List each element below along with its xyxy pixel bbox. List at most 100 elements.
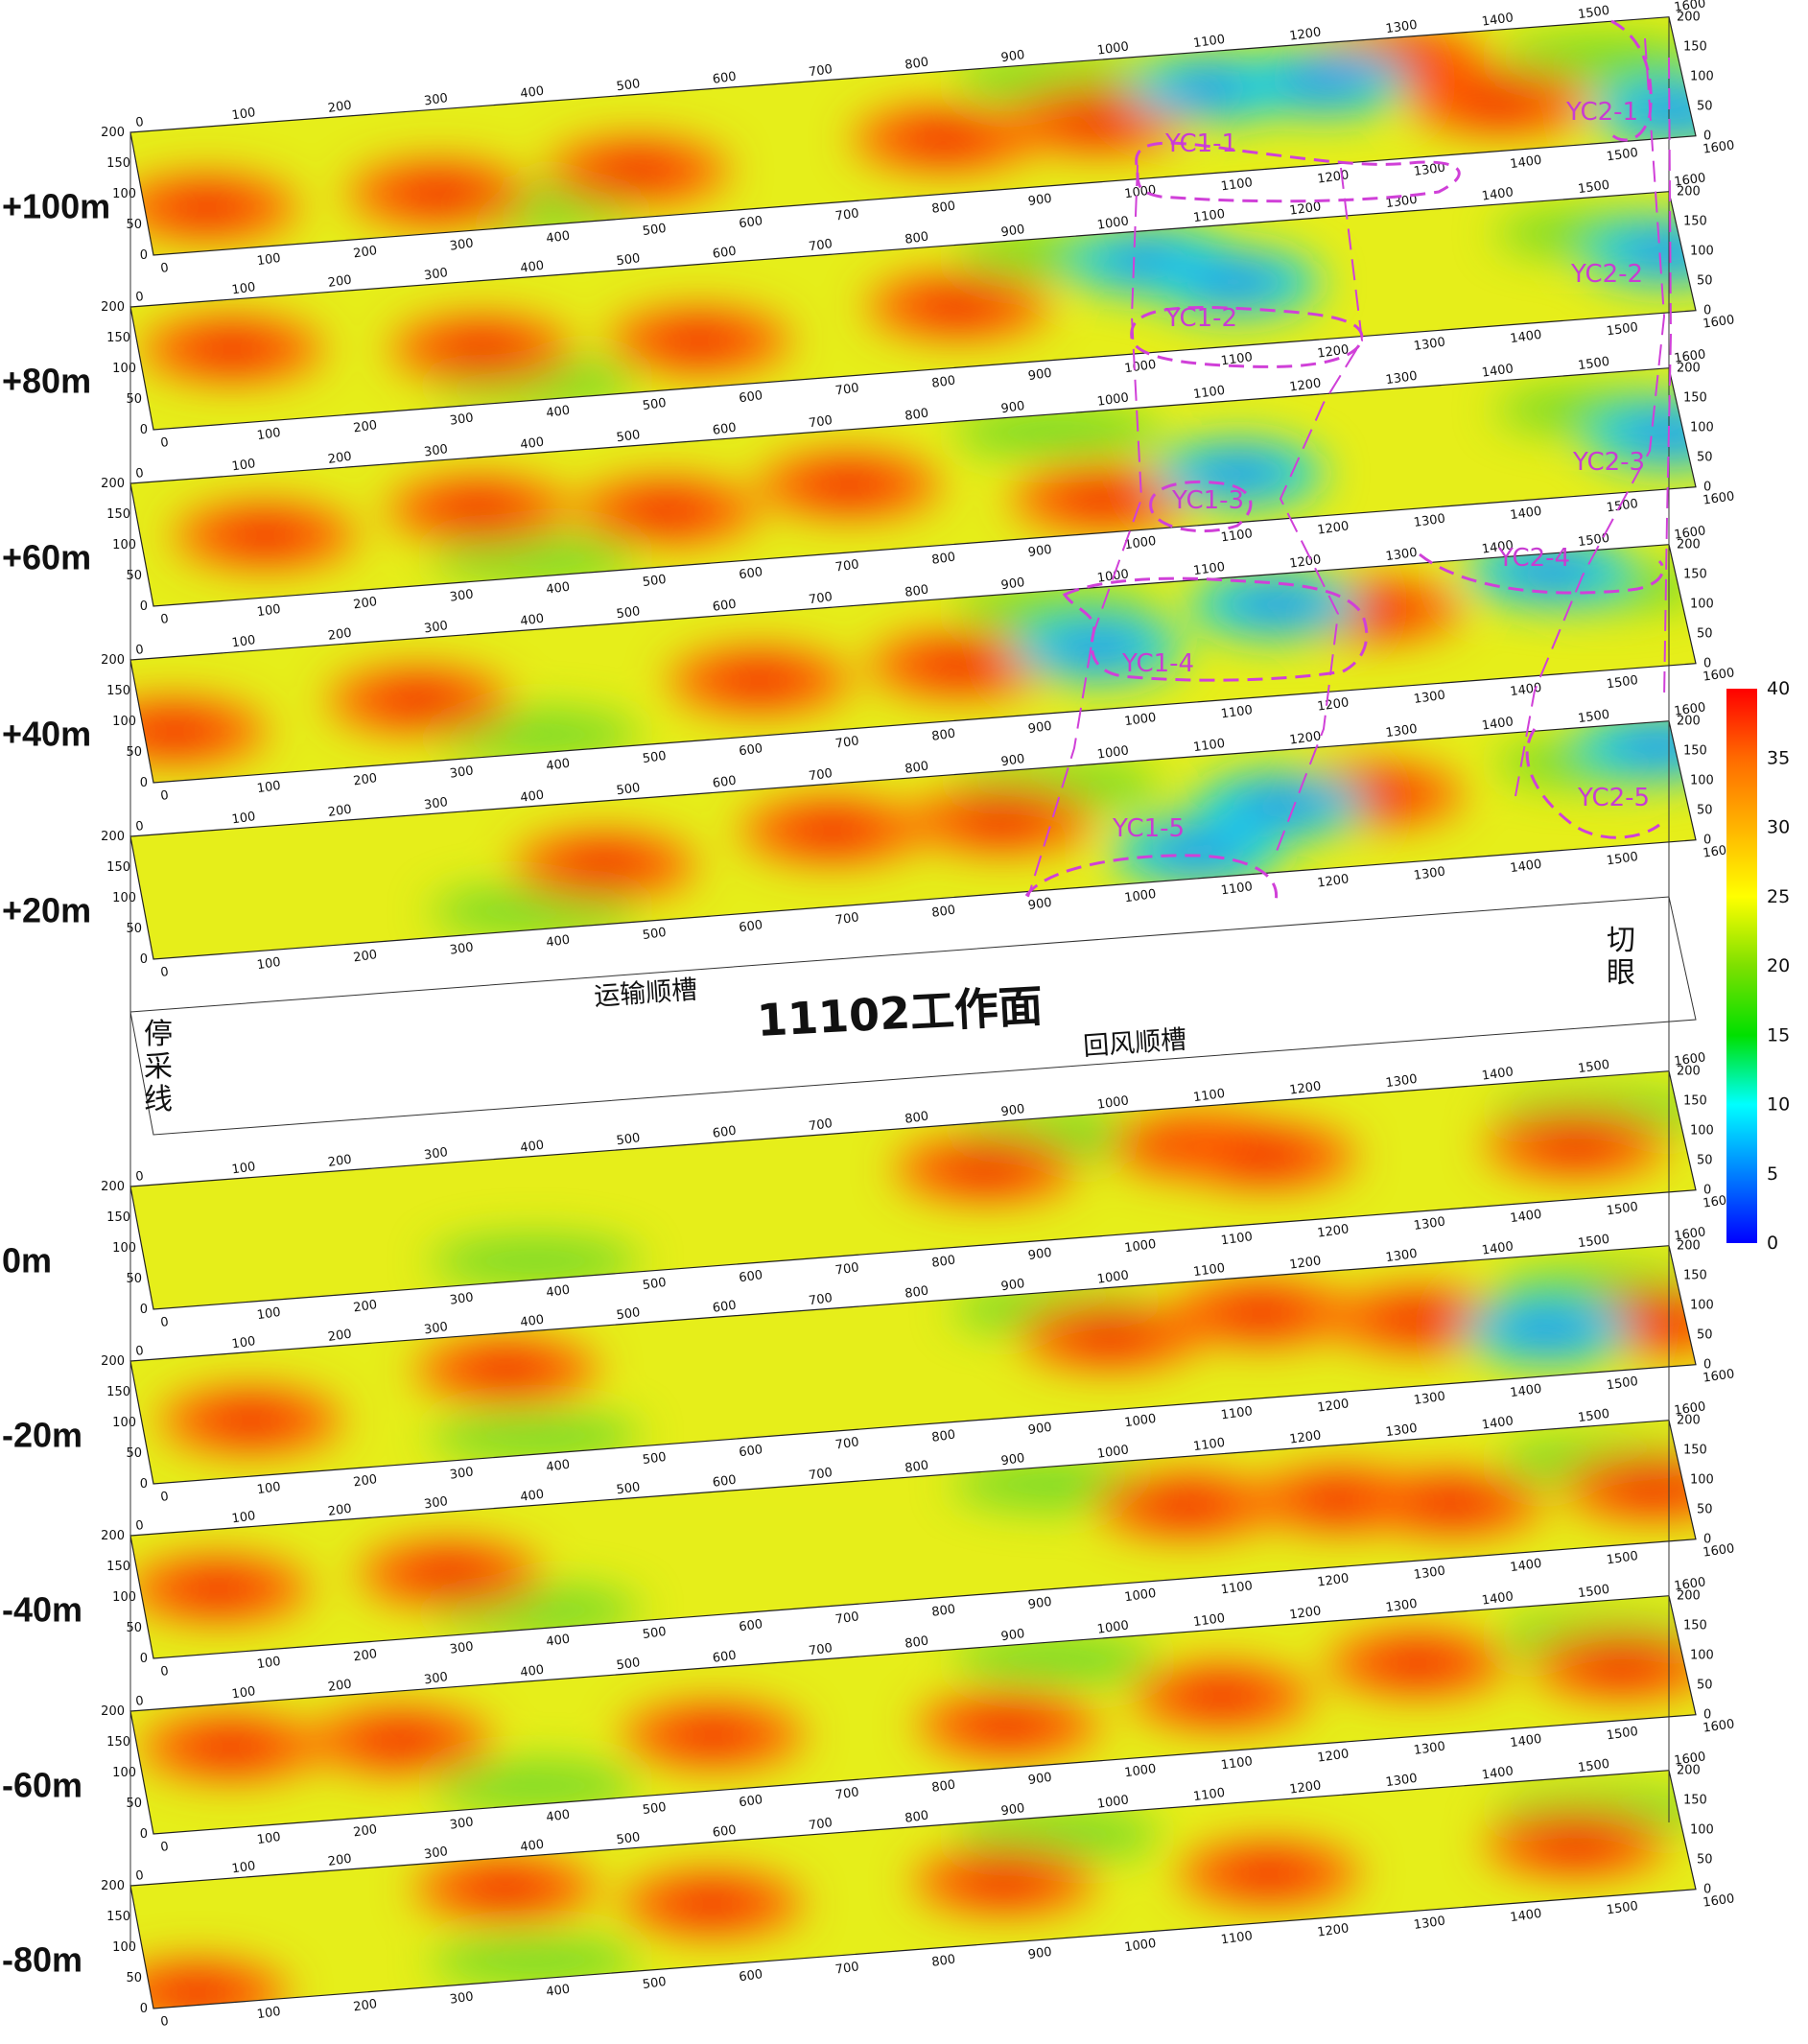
x-tick-bottom: 1500 <box>1606 1200 1639 1218</box>
y-tick-right: 200 <box>1677 185 1701 200</box>
x-tick-bottom: 700 <box>834 557 860 575</box>
x-tick-top: 700 <box>808 766 834 784</box>
x-tick-top: 300 <box>423 795 449 812</box>
x-tick-top: 500 <box>616 604 642 622</box>
x-tick-bottom: 600 <box>738 918 763 935</box>
x-tick-top: 500 <box>616 251 642 269</box>
x-tick-bottom: 1600 <box>1702 1541 1735 1560</box>
x-tick-top: 100 <box>231 1160 257 1177</box>
y-tick-right: 0 <box>1703 1533 1711 1547</box>
x-tick-top: 400 <box>519 84 545 102</box>
x-tick-top: 1600 <box>1673 524 1706 542</box>
x-tick-top: 1200 <box>1288 25 1322 43</box>
x-tick-bottom: 1300 <box>1413 1564 1446 1583</box>
x-tick-bottom: 1000 <box>1123 1762 1157 1780</box>
y-tick-left: 200 <box>101 300 125 315</box>
x-tick-bottom: 1400 <box>1509 858 1542 876</box>
x-tick-bottom: 500 <box>642 1975 668 1992</box>
x-tick-top: 300 <box>423 619 449 636</box>
x-tick-bottom: 800 <box>930 727 956 744</box>
x-tick-bottom: 1200 <box>1316 1921 1350 1939</box>
y-tick-right: 150 <box>1683 744 1707 759</box>
x-tick-bottom: 1100 <box>1220 1579 1254 1597</box>
x-tick-top: 300 <box>423 1844 449 1862</box>
x-tick-bottom: 800 <box>930 1603 956 1620</box>
x-tick-top: 1100 <box>1192 1436 1226 1454</box>
y-tick-right: 200 <box>1677 362 1701 376</box>
x-tick-bottom: 700 <box>834 1609 860 1627</box>
x-tick-top: 700 <box>808 590 834 607</box>
x-tick-top: 600 <box>712 70 738 87</box>
stop-line-label: 采 <box>144 1050 173 1084</box>
x-tick-top: 1100 <box>1192 1261 1226 1280</box>
x-tick-bottom: 800 <box>930 1778 956 1796</box>
axes-layer: 0010010020020030030040040050050060060070… <box>101 0 1735 2030</box>
x-tick-bottom: 700 <box>834 1260 860 1278</box>
x-tick-bottom: 400 <box>545 1983 571 2000</box>
x-tick-bottom: 700 <box>834 1960 860 1977</box>
zone-label: YC2-5 <box>1577 784 1650 812</box>
colorbar-tick: 20 <box>1767 955 1790 976</box>
x-tick-bottom: 300 <box>449 1989 475 2007</box>
x-tick-bottom: 1300 <box>1413 1390 1446 1408</box>
x-tick-top: 1300 <box>1385 1247 1419 1265</box>
x-tick-bottom: 1200 <box>1316 1747 1350 1765</box>
x-tick-bottom: 1600 <box>1702 666 1735 684</box>
x-tick-top: 1500 <box>1577 178 1610 197</box>
y-tick-left: 50 <box>126 392 142 407</box>
x-tick-top: 100 <box>231 457 257 474</box>
slice-7 <box>130 1245 1696 1484</box>
x-tick-top: 1500 <box>1577 1757 1610 1775</box>
x-tick-bottom: 400 <box>545 1458 571 1475</box>
x-tick-top: 1000 <box>1096 1793 1130 1811</box>
x-tick-bottom: 1600 <box>1702 1717 1735 1735</box>
depth-label: -80m <box>2 1940 82 1980</box>
x-tick-top: 200 <box>327 1153 353 1170</box>
x-tick-bottom: 500 <box>642 573 668 590</box>
x-tick-bottom: 900 <box>1027 1246 1053 1263</box>
slice-6 <box>130 1070 1696 1309</box>
x-tick-top: 1100 <box>1192 1087 1226 1105</box>
x-tick-top: 1100 <box>1192 560 1226 578</box>
y-tick-right: 0 <box>1703 1708 1711 1723</box>
y-tick-right: 200 <box>1677 1239 1701 1254</box>
x-tick-top: 0 <box>134 1344 144 1359</box>
x-tick-bottom: 0 <box>159 1840 169 1855</box>
zone-label: YC1-1 <box>1164 129 1237 158</box>
x-tick-bottom: 200 <box>352 1472 378 1490</box>
x-tick-top: 1400 <box>1481 1065 1514 1083</box>
y-tick-right: 200 <box>1677 1764 1701 1778</box>
x-tick-bottom: 1100 <box>1220 350 1254 368</box>
y-tick-right: 150 <box>1683 1269 1707 1283</box>
x-tick-top: 1000 <box>1096 743 1130 762</box>
x-tick-bottom: 0 <box>159 788 169 804</box>
x-tick-top: 1600 <box>1673 1225 1706 1243</box>
zone-link-line-1 <box>1027 164 1143 898</box>
x-tick-top: 300 <box>423 1145 449 1163</box>
x-tick-bottom: 300 <box>449 940 475 957</box>
y-tick-left: 200 <box>101 1879 125 1893</box>
y-tick-right: 50 <box>1697 100 1713 114</box>
y-tick-left: 200 <box>101 126 125 140</box>
x-tick-bottom: 500 <box>642 222 668 239</box>
zone-link-line-3 <box>1514 37 1666 797</box>
zone-label: YC2-4 <box>1497 544 1570 573</box>
x-tick-bottom: 1500 <box>1606 1725 1639 1743</box>
x-tick-bottom: 200 <box>352 244 378 261</box>
x-tick-top: 0 <box>134 1694 144 1709</box>
x-tick-bottom: 400 <box>545 1808 571 1825</box>
y-tick-left: 50 <box>126 922 142 936</box>
y-tick-right: 50 <box>1697 1853 1713 1868</box>
x-tick-top: 100 <box>231 1334 257 1351</box>
y-tick-left: 0 <box>140 423 148 437</box>
x-tick-bottom: 900 <box>1027 366 1053 384</box>
x-tick-bottom: 1500 <box>1606 497 1639 515</box>
x-tick-bottom: 1100 <box>1220 703 1254 721</box>
depth-label: -20m <box>2 1416 82 1455</box>
x-tick-top: 800 <box>904 583 929 600</box>
x-tick-top: 100 <box>231 1509 257 1526</box>
y-tick-right: 50 <box>1697 1503 1713 1517</box>
y-tick-right: 100 <box>1690 70 1714 84</box>
x-tick-top: 0 <box>134 115 144 130</box>
